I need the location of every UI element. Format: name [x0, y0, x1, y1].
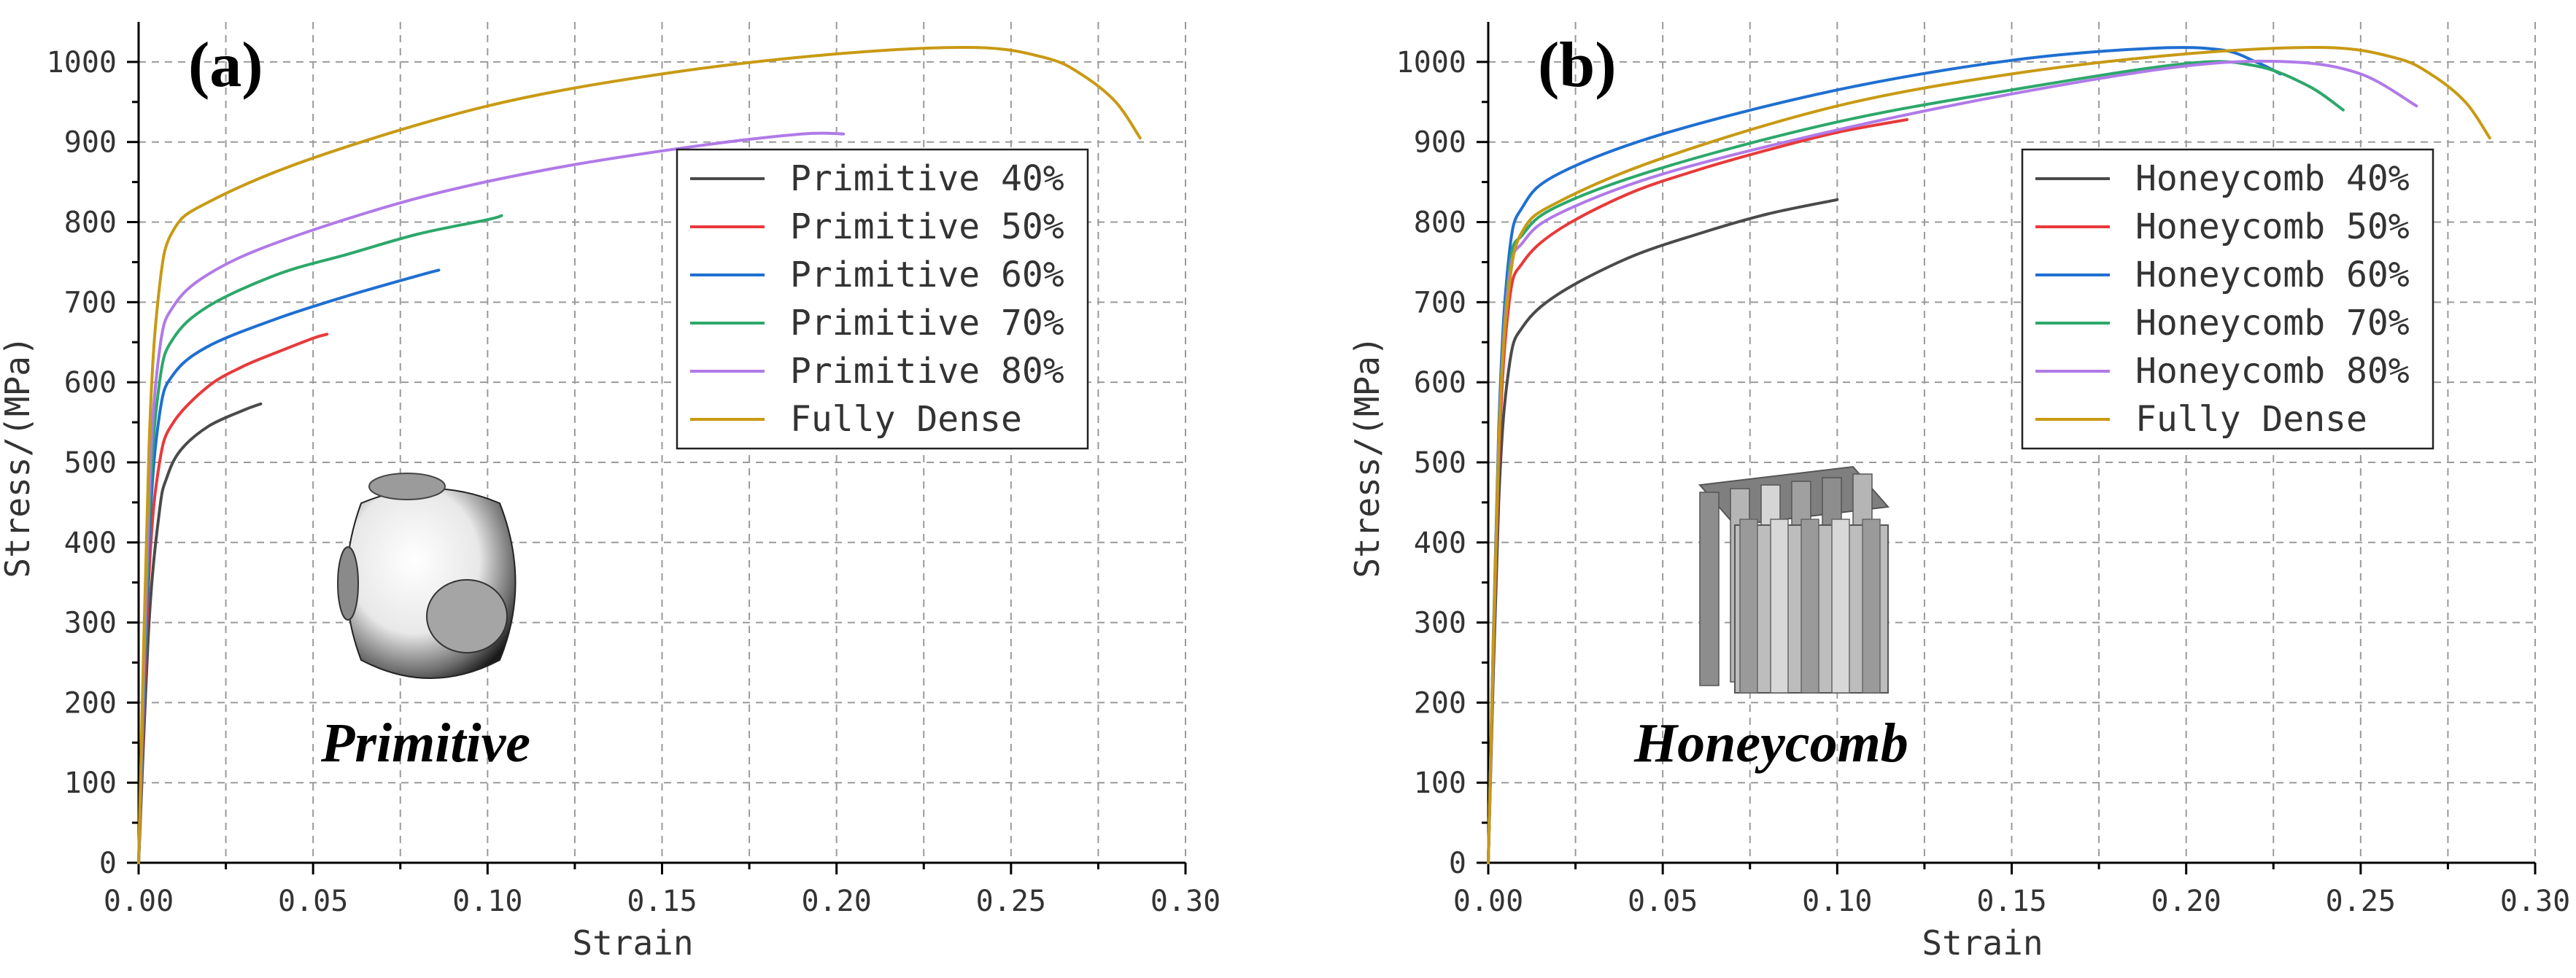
chart-panel-b: 0.00 0.05 0.10 0.15 0.20 0.25 0.30 0 100 200 300 40…	[1347, 22, 2570, 963]
legend-label: Primitive 50%	[790, 206, 1064, 247]
honeycomb-column	[1770, 519, 1789, 694]
y-tick-label: 300	[1414, 607, 1466, 640]
legend-label: Honeycomb 40%	[2135, 158, 2410, 199]
legend-label: Primitive 70%	[790, 303, 1064, 344]
honeycomb-wall	[1699, 492, 1720, 686]
primitive-cell-body	[346, 488, 517, 679]
legend-label: Fully Dense	[2135, 399, 2367, 440]
series-line	[1487, 45, 2491, 864]
honeycomb-column	[1862, 519, 1881, 694]
y-tick-label: 1000	[1396, 46, 1466, 79]
y-tick-label: 900	[64, 126, 117, 160]
series-line	[137, 45, 1142, 864]
x-tick-label: 0.30	[2500, 885, 2570, 918]
y-tick-label: 0	[99, 847, 117, 880]
y-tick-label: 400	[1414, 527, 1466, 560]
y-tick-label: 800	[1414, 206, 1466, 240]
x-tick-label: 0.30	[1150, 885, 1221, 918]
primitive-top-opening	[368, 473, 446, 500]
chart-panel-a: 0.00 0.05 0.10 0.15 0.20 0.25 0.30 0 100 200 300 40…	[0, 22, 1221, 963]
y-tick-label: 900	[1414, 126, 1466, 160]
legend-label: Fully Dense	[790, 399, 1022, 440]
x-tick-label: 0.00	[104, 885, 174, 918]
legend-label: Honeycomb 70%	[2135, 303, 2410, 344]
legend: Honeycomb 40% Honeycomb 50% Honeycomb 60% H…	[2021, 148, 2434, 450]
y-tick-label: 500	[1414, 446, 1466, 480]
x-tick-label: 0.15	[1976, 885, 2046, 918]
honeycomb-column	[1739, 519, 1758, 694]
x-tick-label: 0.25	[2326, 885, 2396, 918]
y-tick-label: 700	[1414, 286, 1466, 319]
y-tick-label: 100	[64, 767, 117, 800]
x-tick-label: 0.05	[278, 885, 348, 918]
y-tick-label: 600	[1414, 366, 1466, 400]
x-tick-label: 0.05	[1628, 885, 1698, 918]
y-tick-label: 300	[64, 607, 117, 640]
y-tick-label: 200	[1414, 686, 1466, 720]
legend: Primitive 40% Primitive 50% Primitive 60% P…	[676, 148, 1089, 450]
inset-label: Honeycomb	[1633, 713, 1908, 774]
y-tick-label: 700	[64, 286, 117, 319]
honeycomb-column	[1801, 519, 1819, 694]
y-tick-label: 100	[1414, 767, 1466, 800]
x-tick-label: 0.20	[802, 885, 872, 918]
x-axis-title: Strain	[1922, 923, 2043, 963]
honeycomb-inset-illustration	[1698, 465, 1890, 694]
y-tick-label: 500	[64, 446, 117, 480]
legend-label: Honeycomb 60%	[2135, 255, 2410, 295]
legend-box	[676, 148, 1089, 450]
y-tick-label: 1000	[47, 46, 117, 79]
x-tick-label: 0.15	[627, 885, 697, 918]
series-group	[1487, 45, 2491, 864]
legend-label: Honeycomb 80%	[2135, 351, 2410, 392]
panel-label: (a)	[188, 30, 263, 101]
primitive-left-opening	[337, 546, 359, 621]
x-tick-label: 0.20	[2151, 885, 2221, 918]
x-tick-label: 0.25	[976, 885, 1046, 918]
inset-label: Primitive	[320, 713, 530, 774]
y-tick-label: 0	[1449, 847, 1466, 880]
y-tick-label: 200	[64, 686, 117, 720]
x-tick-label: 0.10	[452, 885, 522, 918]
honeycomb-column	[1831, 519, 1850, 694]
primitive-front-opening	[426, 579, 508, 653]
x-tick-label: 0.10	[1802, 885, 1872, 918]
y-axis-title: Stress/(MPa)	[0, 335, 37, 578]
legend-label: Primitive 80%	[790, 351, 1064, 392]
primitive-inset-illustration	[337, 473, 517, 679]
y-tick-label: 800	[64, 206, 117, 240]
y-tick-label: 400	[64, 527, 117, 560]
legend-label: Primitive 60%	[790, 255, 1064, 295]
legend-label: Primitive 40%	[790, 158, 1064, 199]
legend-label: Honeycomb 50%	[2135, 206, 2410, 247]
panel-label: (b)	[1538, 30, 1617, 101]
x-tick-label: 0.00	[1453, 885, 1523, 918]
y-axis-title: Stress/(MPa)	[1347, 335, 1387, 578]
y-tick-label: 600	[64, 366, 117, 400]
x-axis-title: Strain	[572, 923, 693, 963]
legend-box	[2021, 148, 2434, 450]
series-group	[137, 45, 1142, 864]
